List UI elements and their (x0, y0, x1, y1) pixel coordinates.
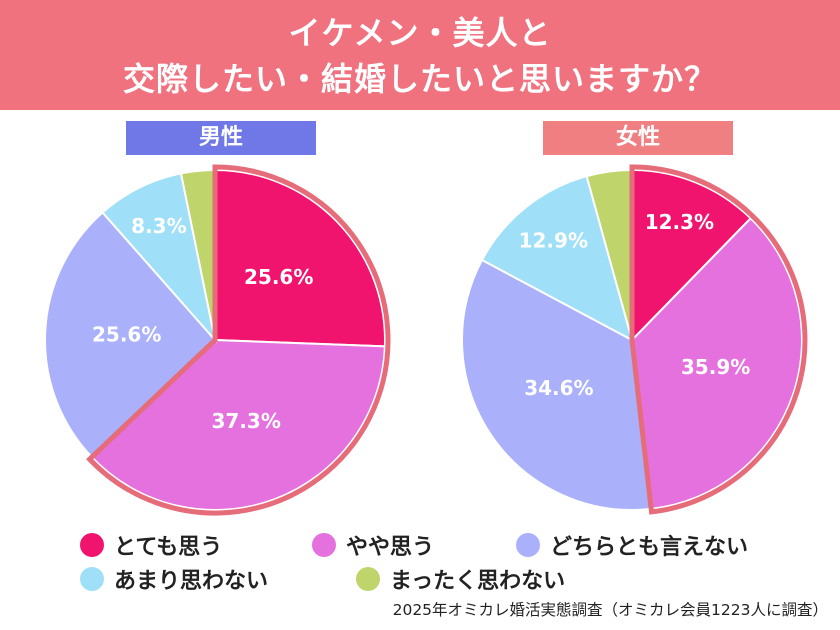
male-chart-title: 男性 (126, 121, 316, 155)
female-data-label-somewhat: 35.9% (681, 355, 750, 379)
female-highlight-outline (629, 164, 808, 515)
male-pie: 25.6% 37.3% 25.6% 8.3% (44, 164, 391, 516)
female-slice-not-much (480, 174, 634, 342)
male-slice-neutral (44, 211, 217, 459)
male-slice-not-much (101, 172, 217, 344)
chart-title-line-2: 交際したい・結婚したいと思いますか？ (122, 60, 717, 98)
male-data-label-not-much: 8.3% (131, 214, 186, 238)
female-pie: 12.3% 35.9% 34.6% 12.9% (461, 164, 808, 515)
female-data-label-neutral: 34.6% (524, 376, 593, 400)
chart-title-line-1: イケメン・美人と (288, 14, 552, 52)
male-data-label-somewhat: 37.3% (212, 409, 281, 433)
female-chart-title: 女性 (543, 121, 733, 155)
male-highlight-outline (86, 164, 391, 516)
source-note: 2025年オミカレ婚活実態調査（オミカレ会員1223人に調査） (392, 601, 828, 619)
female-data-label-very: 12.3% (645, 210, 714, 234)
male-data-label-very: 25.6% (244, 265, 313, 289)
male-slice-somewhat (90, 338, 386, 511)
female-slice-somewhat (630, 216, 803, 511)
male-data-label-neutral: 25.6% (92, 323, 161, 347)
title-banner: イケメン・美人と 交際したい・結婚したいと思いますか？ (0, 0, 840, 110)
female-slice-neutral (461, 258, 653, 511)
female-slice-very (631, 168, 753, 343)
female-data-label-not-much: 12.9% (519, 228, 588, 252)
male-slice-very (214, 168, 386, 348)
